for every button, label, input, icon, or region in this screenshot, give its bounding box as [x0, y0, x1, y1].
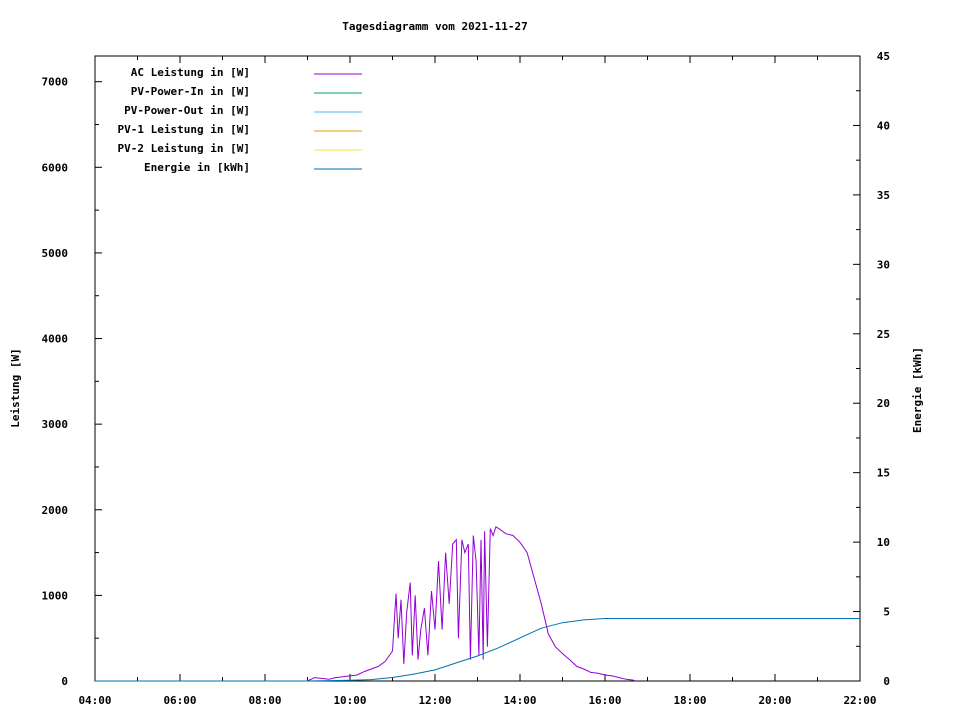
y-axis-label: Leistung [W]	[9, 348, 22, 427]
y2-tick-label: 5	[883, 606, 890, 619]
y2-tick-label: 25	[877, 328, 890, 341]
y-tick-label: 2000	[42, 504, 69, 517]
legend-label: PV-Power-In in [W]	[131, 85, 250, 98]
y2-axis-label: Energie [kWh]	[911, 347, 924, 433]
legend: AC Leistung in [W] PV-Power-In in [W] PV-P…	[118, 66, 362, 174]
y2-tick-label: 20	[877, 397, 890, 410]
axis-ticks: 04:00 06:00 08:00 10:00 12:00 14:00 16:00 18:00…	[42, 50, 891, 707]
x-tick-label: 12:00	[418, 694, 451, 707]
y2-tick-label: 45	[877, 50, 890, 63]
x-tick-label: 16:00	[588, 694, 621, 707]
x-tick-label: 04:00	[78, 694, 111, 707]
x-tick-label: 14:00	[503, 694, 536, 707]
y-tick-label: 0	[61, 675, 68, 688]
series-line-ac-leistung-in-w	[307, 526, 636, 682]
x-tick-label: 22:00	[843, 694, 876, 707]
x-tick-label: 20:00	[758, 694, 791, 707]
x-tick-label: 06:00	[163, 694, 196, 707]
series-lines	[95, 526, 860, 682]
x-tick-label: 10:00	[333, 694, 366, 707]
legend-label: PV-Power-Out in [W]	[124, 104, 250, 117]
y2-tick-label: 10	[877, 536, 890, 549]
legend-label: PV-2 Leistung in [W]	[118, 142, 250, 155]
chart-title: Tagesdiagramm vom 2021-11-27	[342, 20, 527, 33]
y-tick-label: 7000	[42, 76, 69, 89]
y-tick-label: 4000	[42, 333, 69, 346]
legend-label: Energie in [kWh]	[144, 161, 250, 174]
y2-tick-label: 30	[877, 258, 890, 271]
x-tick-label: 18:00	[673, 694, 706, 707]
legend-label: AC Leistung in [W]	[131, 66, 250, 79]
y2-tick-label: 40	[877, 119, 890, 132]
y-tick-label: 6000	[42, 161, 69, 174]
y2-tick-label: 35	[877, 189, 890, 202]
y-tick-label: 3000	[42, 418, 69, 431]
y2-tick-label: 15	[877, 467, 890, 480]
legend-label: PV-1 Leistung in [W]	[118, 123, 250, 136]
x-tick-label: 08:00	[248, 694, 281, 707]
y2-tick-label: 0	[883, 675, 890, 688]
series-line-energie-in-kwh	[95, 618, 860, 682]
y-tick-label: 5000	[42, 247, 69, 260]
y-tick-label: 1000	[42, 589, 69, 602]
